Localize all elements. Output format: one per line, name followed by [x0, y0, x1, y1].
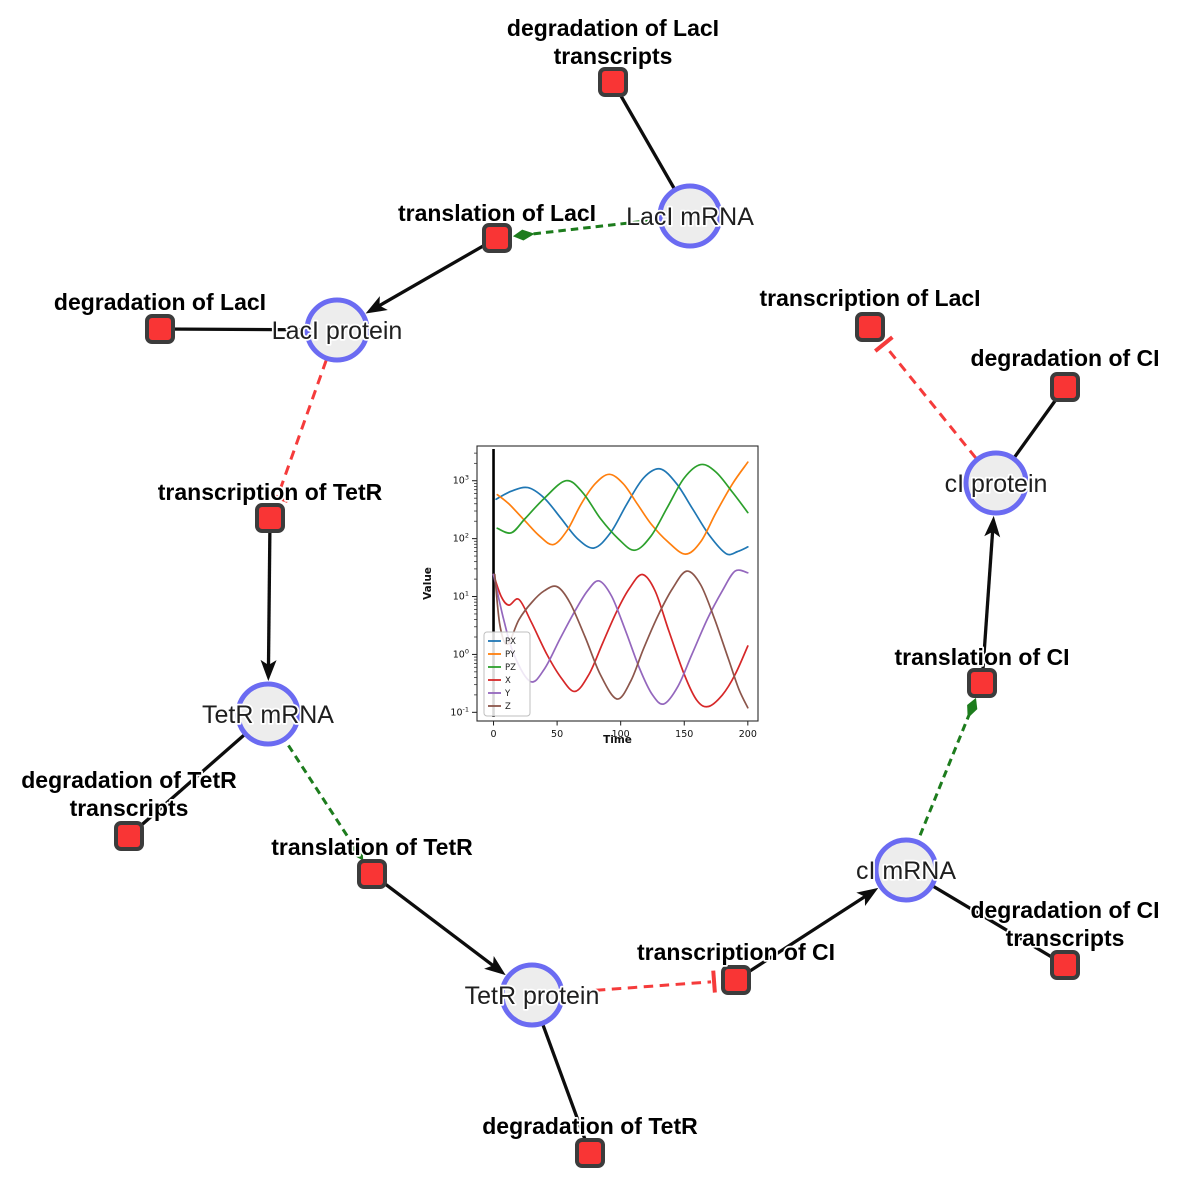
y-axis-label: Value — [422, 567, 434, 600]
reaction-label-deg_tetR_tx: transcripts — [70, 795, 189, 821]
reaction-label-txn_lacI: transcription of LacI — [759, 285, 980, 311]
modifier-arrowhead — [512, 229, 535, 241]
legend-label-PX: PX — [505, 637, 516, 647]
inhibition-tee — [711, 970, 717, 993]
inhibition-tee — [874, 335, 894, 353]
series-X — [492, 573, 749, 708]
x-tick-label: 50 — [551, 729, 563, 740]
reaction-label-deg_lacI_tx: degradation of LacI — [507, 15, 719, 41]
legend-label-Y: Y — [504, 689, 511, 699]
reaction-node-deg_cI_tx[interactable] — [1050, 950, 1080, 980]
reaction-label-transl_tetR: translation of TetR — [271, 834, 473, 860]
reaction-label-deg_tetR_tx: degradation of TetR — [21, 767, 237, 793]
reaction-label-txn_tetR: transcription of TetR — [158, 479, 383, 505]
species-label-lacI_mRNA: LacI mRNA — [626, 203, 754, 231]
legend: PX PY PZ XYZ — [483, 631, 531, 717]
reaction-label-deg_lacI_tx: transcripts — [554, 43, 673, 69]
x-tick-label: 0 — [491, 729, 497, 740]
y-tick-label: 10-1 — [450, 705, 469, 718]
species-node-tetR_mRNA[interactable] — [235, 681, 301, 747]
series-PY — [496, 461, 749, 555]
reaction-node-deg_lacI_tx[interactable] — [598, 67, 628, 97]
arrowhead — [260, 659, 277, 682]
y-tick-label: 103 — [453, 474, 469, 487]
modifier-arrowhead — [351, 842, 364, 861]
reaction-label-deg_lacI: degradation of LacI — [54, 289, 266, 315]
edge-cI_protein-txn_lacI — [874, 335, 978, 460]
reaction-label-transl_lacI: translation of LacI — [398, 200, 596, 226]
legend-label-Z: Z — [505, 702, 511, 712]
reaction-node-deg_lacI[interactable] — [145, 314, 175, 344]
species-node-cI_protein[interactable] — [963, 450, 1029, 516]
edge-transl_tetR-tetR_protein — [371, 872, 506, 976]
edge-tetR_protein-txn_cI — [563, 970, 717, 995]
y-tick-label: 100 — [453, 647, 469, 660]
legend-label-PZ: PZ — [505, 663, 516, 673]
edge-txn_tetR-tetR_mRNA — [260, 517, 277, 682]
reaction-label-transl_cI: translation of CI — [894, 644, 1069, 670]
reaction-label-deg_cI: degradation of CI — [970, 345, 1159, 371]
edge-txn_cI-cI_mRNA — [735, 887, 879, 982]
species-node-tetR_protein[interactable] — [499, 962, 565, 1028]
series-layer — [492, 449, 749, 717]
reaction-node-deg_tetR_tx[interactable] — [114, 821, 144, 851]
x-tick-label: 200 — [739, 729, 757, 740]
series-PX — [495, 467, 749, 556]
reaction-label-deg_cI_tx: degradation of CI — [970, 897, 1159, 923]
edge-transl_lacI-lacI_protein — [365, 236, 498, 314]
species-node-lacI_mRNA[interactable] — [657, 183, 723, 249]
reaction-node-transl_cI[interactable] — [967, 668, 997, 698]
species-node-lacI_protein[interactable] — [304, 297, 370, 363]
species-label-cI_protein: cI protein — [945, 470, 1048, 498]
arrowhead — [365, 296, 388, 314]
reaction-node-deg_cI[interactable] — [1050, 372, 1080, 402]
series-Z — [493, 570, 749, 709]
inhibition-tee — [266, 491, 289, 503]
arrowhead — [856, 887, 879, 907]
y-tick-label: 102 — [453, 532, 469, 545]
reaction-label-txn_cI: transcription of CI — [637, 939, 835, 965]
axes: 10-1 100 101 102 103 0 50 100 150 200 Time Value — [422, 452, 757, 746]
reaction-label-deg_cI_tx: transcripts — [1006, 925, 1125, 951]
arrowhead — [984, 515, 1001, 538]
axes-frame — [476, 445, 759, 722]
legend-label-PY: PY — [505, 650, 516, 660]
reaction-label-deg_tetR: degradation of TetR — [482, 1113, 698, 1139]
nodes-layer — [114, 67, 1080, 1168]
modifier-arrowhead — [967, 697, 978, 719]
edge-transl_cI-cI_protein — [980, 515, 1001, 684]
series-PZ — [496, 463, 749, 552]
y-tick-label: 101 — [453, 590, 469, 603]
species-label-tetR_protein: TetR protein — [465, 982, 600, 1010]
reaction-node-deg_tetR[interactable] — [575, 1138, 605, 1168]
species-label-tetR_mRNA: TetR mRNA — [202, 701, 334, 729]
species-label-lacI_protein: LacI protein — [272, 317, 403, 345]
reaction-node-transl_lacI[interactable] — [482, 223, 512, 253]
labels-layer: LacI mRNA LacI protein TetR mRNA TetR prote… — [19, 13, 1161, 1141]
reaction-node-txn_tetR[interactable] — [255, 503, 285, 533]
reaction-node-transl_tetR[interactable] — [357, 859, 387, 889]
species-node-cI_mRNA[interactable] — [873, 837, 939, 903]
reaction-node-txn_cI[interactable] — [721, 965, 751, 995]
x-axis-label: Time — [603, 734, 632, 746]
arrowhead — [484, 956, 506, 976]
series-Y — [492, 569, 749, 705]
legend-label-X: X — [505, 676, 511, 686]
reaction-node-txn_lacI[interactable] — [855, 312, 885, 342]
edge-lacI_protein-txn_tetR — [266, 359, 328, 503]
species-label-cI_mRNA: cI mRNA — [856, 857, 956, 885]
x-tick-label: 150 — [675, 729, 693, 740]
x-tick-label: 100 — [612, 729, 630, 740]
